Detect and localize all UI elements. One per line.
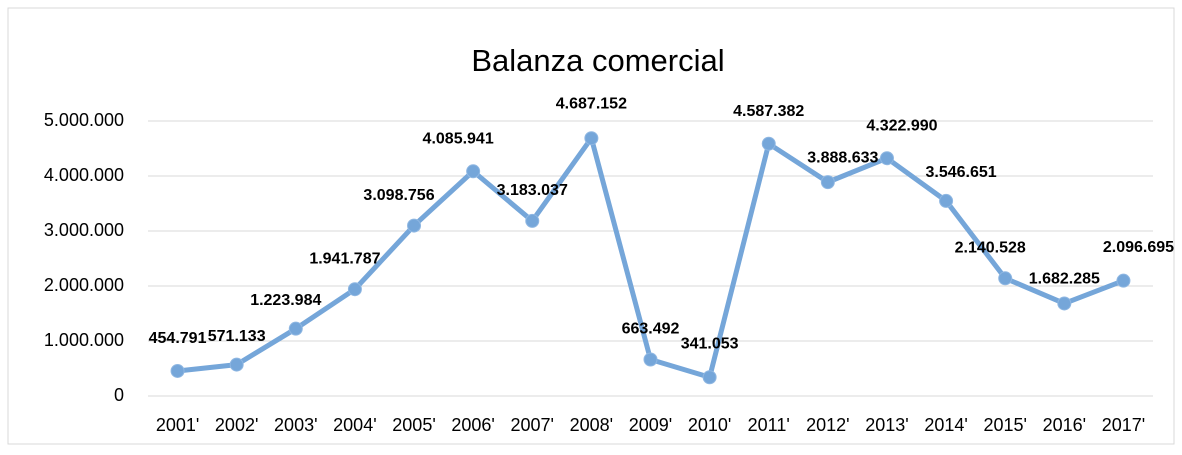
x-tick-label: 2005' — [392, 415, 435, 435]
y-tick-label: 4.000.000 — [44, 165, 124, 185]
x-tick-label: 2007' — [511, 415, 554, 435]
data-label: 1.223.984 — [250, 292, 321, 309]
data-label: 1.941.787 — [309, 250, 380, 267]
x-tick-label: 2017' — [1102, 415, 1145, 435]
data-label: 3.183.037 — [497, 182, 568, 199]
x-tick-label: 2015' — [983, 415, 1026, 435]
point — [229, 357, 244, 372]
point — [702, 370, 717, 385]
point — [1116, 273, 1131, 288]
x-tick-label: 2010' — [688, 415, 731, 435]
point — [761, 136, 776, 151]
point — [1057, 296, 1072, 311]
data-label: 3.546.651 — [925, 164, 996, 181]
data-label: 4.085.941 — [423, 130, 494, 147]
x-tick-label: 2009' — [629, 415, 672, 435]
data-label: 4.322.990 — [866, 117, 937, 134]
data-label: 4.687.152 — [556, 95, 627, 112]
point — [525, 213, 540, 228]
x-tick-label: 2012' — [806, 415, 849, 435]
data-label: 341.053 — [681, 335, 739, 352]
x-tick-label: 2014' — [924, 415, 967, 435]
point — [170, 363, 185, 378]
x-tick-label: 2011' — [748, 415, 790, 435]
data-label: 1.682.285 — [1029, 271, 1100, 288]
data-label: 3.098.756 — [363, 187, 434, 204]
point — [879, 151, 894, 166]
point — [643, 352, 658, 367]
x-tick-label: 2004' — [333, 415, 376, 435]
point — [584, 131, 599, 146]
y-tick-label: 1.000.000 — [44, 330, 124, 350]
x-tick-label: 2013' — [865, 415, 908, 435]
data-label: 454.791 — [149, 330, 207, 347]
data-label: 2.140.528 — [955, 239, 1026, 256]
chart-title: Balanza comercial — [471, 43, 724, 78]
x-tick-label: 2002' — [215, 415, 258, 435]
y-tick-label: 3.000.000 — [44, 220, 124, 240]
x-tick-label: 2006' — [451, 415, 494, 435]
point — [820, 175, 835, 190]
point — [939, 193, 954, 208]
x-tick-label: 2016' — [1043, 415, 1086, 435]
x-tick-label: 2003' — [274, 415, 317, 435]
y-tick-label: 2.000.000 — [44, 275, 124, 295]
point — [998, 271, 1013, 286]
data-label: 3.888.633 — [807, 149, 878, 166]
data-label: 571.133 — [208, 328, 266, 345]
point — [466, 164, 481, 179]
point — [288, 321, 303, 336]
point — [347, 282, 362, 297]
y-tick-label: 5.000.000 — [44, 110, 124, 130]
point — [407, 218, 422, 233]
data-label: 663.492 — [622, 321, 680, 338]
data-label: 2.096.695 — [1103, 239, 1174, 256]
x-tick-label: 2001' — [156, 415, 199, 435]
data-label: 4.587.382 — [733, 103, 804, 120]
x-tick-label: 2008' — [570, 415, 613, 435]
y-tick-label: 0 — [114, 385, 124, 405]
chart-frame — [7, 7, 1175, 445]
